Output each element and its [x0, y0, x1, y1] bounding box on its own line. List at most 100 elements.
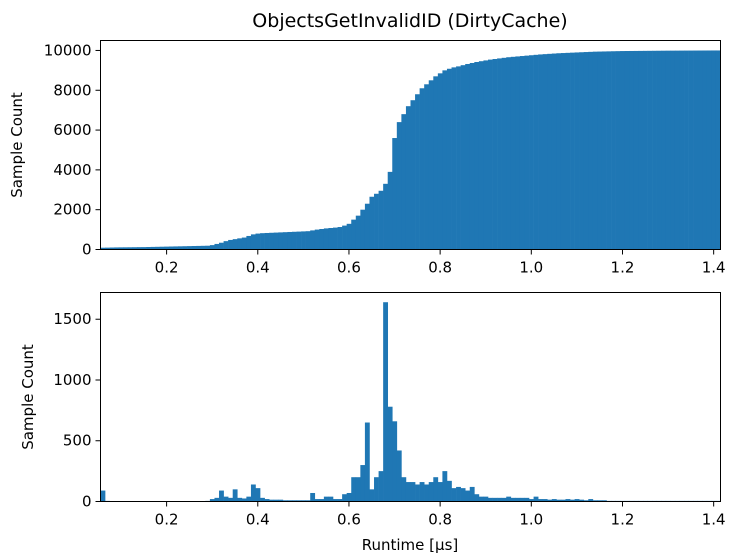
- cumulative-bar: [374, 193, 379, 250]
- cumulative-bar: [442, 70, 448, 250]
- cumulative-x-tick-label: 0.8: [428, 259, 452, 277]
- histogram-x-tick-label: 0.4: [246, 511, 270, 529]
- histogram-bar: [510, 497, 516, 502]
- histogram-bar: [506, 496, 512, 502]
- histogram-bar: [219, 490, 224, 502]
- histogram-bar: [228, 497, 234, 502]
- histogram-bar: [565, 499, 571, 502]
- cumulative-bar: [360, 209, 366, 250]
- cumulative-bar: [109, 247, 115, 250]
- histogram-bar: [460, 488, 466, 502]
- histogram-bar: [519, 497, 525, 502]
- cumulative-bar: [533, 54, 539, 250]
- cumulative-bar: [223, 241, 229, 250]
- chart-title: ObjectsGetInvalidID (DirtyCache): [252, 10, 567, 32]
- histogram-bar: [524, 497, 530, 502]
- cumulative-bar: [570, 52, 575, 250]
- histogram-bar: [428, 482, 434, 502]
- histogram-bar: [446, 480, 452, 502]
- cumulative-bar: [715, 50, 721, 250]
- histogram-bar: [405, 482, 411, 502]
- histogram-bar: [296, 500, 302, 502]
- cumulative-bar: [333, 227, 338, 250]
- cumulative-bar: [465, 63, 471, 250]
- cumulative-x-tick-label: 1.2: [611, 259, 635, 277]
- cumulative-bar: [524, 55, 530, 250]
- cumulative-bar: [547, 53, 553, 250]
- histogram-bar: [223, 496, 229, 502]
- histogram-bar: [492, 497, 498, 502]
- cumulative-bar: [164, 246, 170, 250]
- cumulative-bars: [100, 50, 721, 250]
- cumulative-bar: [228, 239, 234, 250]
- cumulative-bar: [369, 196, 375, 250]
- cumulative-bar: [565, 52, 571, 250]
- histogram-y-tick-label: 500: [63, 432, 92, 450]
- cumulative-bar: [519, 56, 525, 250]
- cumulative-bar: [342, 225, 347, 250]
- histogram-bar: [387, 406, 393, 502]
- cumulative-bar: [264, 232, 270, 250]
- cumulative-bar: [319, 229, 325, 250]
- cumulative-bar: [515, 56, 521, 250]
- cumulative-bar: [428, 80, 434, 250]
- histogram-bar: [451, 488, 457, 502]
- histogram-y-tick-label: 1000: [53, 371, 91, 389]
- cumulative-bar: [396, 122, 402, 250]
- histogram-bar: [437, 482, 443, 502]
- cumulative-bar: [501, 57, 507, 250]
- histogram-bar: [264, 499, 270, 502]
- cumulative-bar: [583, 52, 589, 250]
- cumulative-bar: [150, 246, 156, 250]
- cumulative-bar: [606, 51, 612, 250]
- cumulative-bar: [611, 51, 616, 250]
- cumulative-bar: [592, 51, 598, 250]
- cumulative-y-axis-label: Sample Count: [8, 92, 26, 198]
- histogram-plot-frame: [100, 292, 721, 502]
- histogram-bar: [574, 499, 580, 502]
- histogram-bar: [310, 492, 316, 502]
- cumulative-bar: [118, 247, 124, 250]
- histogram-bar: [483, 496, 489, 502]
- cumulative-bar: [168, 246, 174, 250]
- histogram-bar: [355, 477, 361, 502]
- cumulative-bar: [693, 50, 699, 250]
- cumulative-y-ticks: 0 2000 4000 6000 8000 10000: [44, 41, 101, 259]
- cumulative-bar: [178, 246, 183, 250]
- histogram-bar: [529, 499, 534, 502]
- cumulative-bar: [560, 53, 566, 250]
- cumulative-bar: [670, 50, 676, 250]
- histogram-y-tick-label: 1500: [53, 310, 91, 328]
- histogram-bar: [410, 482, 416, 502]
- histogram-bar: [415, 484, 420, 502]
- histogram-bar: [497, 497, 502, 502]
- cumulative-y-tick-label: 0: [82, 241, 92, 259]
- cumulative-bar: [200, 245, 206, 250]
- cumulative-bar: [237, 238, 243, 250]
- histogram-bar: [560, 499, 566, 502]
- cumulative-bar: [419, 88, 425, 250]
- cumulative-x-tick-label: 0.2: [155, 259, 179, 277]
- cumulative-bar: [291, 231, 297, 250]
- histogram-bar: [278, 499, 284, 502]
- cumulative-plot-frame: [100, 40, 721, 250]
- cumulative-bar: [556, 53, 562, 250]
- cumulative-bar: [173, 246, 179, 250]
- histogram-x-ticks: 0.2 0.4 0.6 0.8 1.0 1.2 1.4: [155, 501, 726, 529]
- cumulative-x-ticks: 0.2 0.4 0.6 0.8 1.0 1.2 1.4: [155, 249, 726, 277]
- cumulative-bar: [392, 138, 398, 250]
- cumulative-bar: [615, 51, 621, 250]
- histogram-bar: [515, 497, 521, 502]
- cumulative-bar: [629, 50, 635, 250]
- histogram-bar: [314, 499, 320, 502]
- cumulative-x-tick-label: 0.4: [246, 259, 270, 277]
- histogram-bar: [273, 499, 279, 502]
- histogram-bar: [378, 471, 384, 502]
- histogram-bar: [392, 421, 398, 502]
- cumulative-bar: [542, 54, 548, 250]
- histogram-bar: [305, 500, 311, 502]
- cumulative-bar: [697, 50, 703, 250]
- histogram-bar: [374, 477, 379, 502]
- histogram-x-tick-label: 0.8: [428, 511, 452, 529]
- cumulative-bar: [633, 50, 639, 250]
